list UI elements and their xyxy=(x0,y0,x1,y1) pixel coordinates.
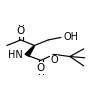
Text: O: O xyxy=(50,55,58,65)
Text: O: O xyxy=(37,63,45,73)
Text: OH: OH xyxy=(64,32,79,42)
Polygon shape xyxy=(25,45,35,56)
Text: O: O xyxy=(17,26,25,36)
Text: HN: HN xyxy=(8,50,23,60)
